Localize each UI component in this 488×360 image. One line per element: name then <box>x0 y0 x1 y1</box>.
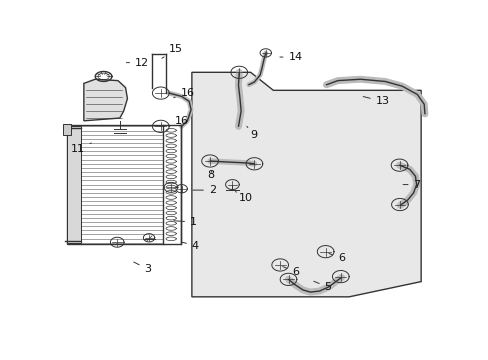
Text: 4: 4 <box>181 240 199 251</box>
Bar <box>67 125 180 244</box>
Text: 11: 11 <box>70 143 91 153</box>
Polygon shape <box>84 79 127 121</box>
Text: 15: 15 <box>162 44 183 58</box>
Text: 12: 12 <box>126 58 149 68</box>
Bar <box>67 126 81 243</box>
Text: 13: 13 <box>363 96 389 107</box>
Text: 16: 16 <box>173 88 194 98</box>
Text: 3: 3 <box>133 262 151 274</box>
Text: 6: 6 <box>328 253 344 263</box>
Polygon shape <box>191 72 420 297</box>
Text: 9: 9 <box>246 126 257 140</box>
Text: 6: 6 <box>282 266 299 277</box>
Text: 8: 8 <box>206 170 214 180</box>
Text: 7: 7 <box>402 180 420 190</box>
Text: 2: 2 <box>192 185 216 195</box>
Text: 1: 1 <box>173 217 197 227</box>
Text: 10: 10 <box>235 192 253 203</box>
Text: 5: 5 <box>313 281 331 292</box>
Bar <box>63 123 71 135</box>
Text: 14: 14 <box>279 52 302 62</box>
Text: 16: 16 <box>169 116 188 126</box>
